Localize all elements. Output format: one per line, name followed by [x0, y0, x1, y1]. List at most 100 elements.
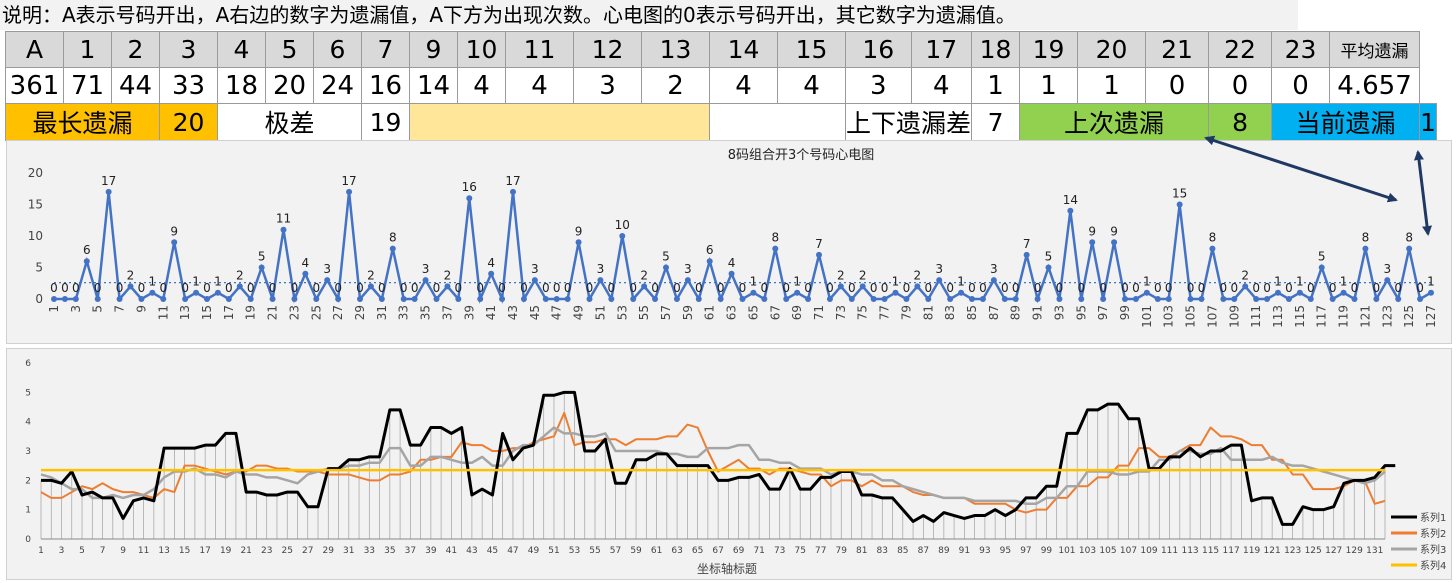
data-point [313, 296, 320, 302]
data-point [510, 188, 516, 195]
count-cell[interactable]: 18 [217, 67, 266, 104]
header-cell[interactable]: 12 [573, 31, 642, 68]
range-label[interactable]: 极差 [217, 103, 362, 141]
x-tick-label: 103 [1079, 546, 1096, 556]
data-point [630, 296, 637, 302]
data-point [1318, 264, 1325, 271]
data-label: 0 [181, 281, 189, 295]
y-tick-label: 0 [25, 535, 31, 545]
x-tick-label: 15 [200, 305, 214, 320]
count-cell[interactable]: 20 [265, 67, 314, 104]
diff-label[interactable]: 上下遗漏差 [844, 103, 973, 141]
diff-value[interactable]: 7 [971, 103, 1021, 141]
data-point [236, 283, 243, 290]
header-cell[interactable]: 平均遗漏 [1329, 31, 1421, 68]
data-point [1253, 296, 1260, 302]
header-cell[interactable]: 15 [777, 31, 846, 68]
data-point [739, 296, 746, 302]
header-cell[interactable]: 7 [361, 31, 410, 68]
header-cell[interactable]: 1 [63, 31, 112, 68]
data-label: 9 [1088, 224, 1096, 238]
header-cell[interactable]: 14 [709, 31, 778, 68]
data-label: 0 [72, 281, 80, 295]
data-point [1220, 296, 1227, 302]
count-cell[interactable]: 1 [1077, 67, 1147, 104]
header-cell[interactable]: 13 [641, 31, 710, 68]
count-cell[interactable]: 0 [1145, 67, 1210, 104]
header-cell[interactable]: A [5, 31, 64, 68]
data-label: 2 [127, 268, 135, 282]
count-cell[interactable]: 3 [845, 67, 912, 104]
header-cell[interactable]: 19 [1019, 31, 1079, 68]
count-cell[interactable]: 1 [971, 67, 1021, 104]
x-tick-label: 41 [446, 546, 457, 556]
x-tick-label: 75 [856, 305, 870, 320]
count-cell[interactable]: 71 [63, 67, 112, 104]
header-cell[interactable]: 17 [910, 31, 973, 68]
data-label: 0 [203, 281, 211, 295]
count-cell[interactable]: 361 [5, 67, 64, 104]
header-cell[interactable]: 3 [159, 31, 218, 68]
data-point [979, 296, 986, 302]
header-cell[interactable]: 23 [1271, 31, 1331, 68]
x-tick-label: 121 [1264, 546, 1281, 556]
header-cell[interactable]: 18 [971, 31, 1021, 68]
count-cell[interactable]: 0 [1271, 67, 1331, 104]
x-tick-label: 127 [1325, 546, 1342, 556]
x-tick-label: 9 [120, 546, 126, 556]
count-cell[interactable]: 2 [641, 67, 710, 104]
count-cell[interactable]: 24 [313, 67, 362, 104]
data-label: 0 [826, 281, 834, 295]
last-miss-value[interactable]: 8 [1208, 103, 1273, 141]
count-cell[interactable]: 0 [1208, 67, 1273, 104]
data-label: 0 [651, 281, 659, 295]
trend-chart-panel[interactable]: 0 1 2 3 4 5 6 1 3 5 7 9 11 13 15 17 19 21 23 25 27 29 31 33 35 37… [6, 348, 1452, 580]
range-value[interactable]: 19 [361, 103, 410, 141]
count-cell[interactable]: 4 [777, 67, 846, 104]
header-cell[interactable]: 11 [505, 31, 574, 68]
header-cell[interactable]: 21 [1145, 31, 1210, 68]
header-cell[interactable]: 20 [1077, 31, 1147, 68]
count-cell[interactable]: 4 [457, 67, 506, 104]
data-label: 1 [1427, 275, 1435, 289]
data-point [291, 296, 298, 302]
current-miss-label[interactable]: 当前遗漏 [1271, 103, 1421, 141]
max-miss-value[interactable]: 20 [159, 103, 218, 141]
count-cell[interactable]: 4.657 [1329, 67, 1421, 104]
count-cell[interactable]: 3 [573, 67, 642, 104]
header-cell[interactable]: 16 [845, 31, 912, 68]
data-label: 0 [476, 281, 484, 295]
header-cell[interactable]: 2 [111, 31, 160, 68]
last-miss-label[interactable]: 上次遗漏 [1019, 103, 1210, 141]
empty-cell[interactable] [709, 103, 846, 141]
header-cell[interactable]: 4 [217, 31, 266, 68]
data-point [346, 188, 353, 195]
data-label: 0 [1394, 281, 1402, 295]
count-cell[interactable]: 33 [159, 67, 218, 104]
highlight-cell[interactable] [409, 103, 710, 141]
data-label: 5 [662, 250, 670, 264]
y-tick-label: 5 [35, 261, 43, 275]
data-point [116, 296, 123, 302]
count-cell[interactable]: 4 [505, 67, 574, 104]
data-label: 0 [1198, 281, 1206, 295]
data-point [663, 264, 669, 271]
header-cell[interactable]: 10 [457, 31, 506, 68]
count-cell[interactable]: 1 [1019, 67, 1079, 104]
max-miss-label[interactable]: 最长遗漏 [5, 103, 160, 141]
count-cell[interactable]: 44 [111, 67, 160, 104]
header-cell[interactable]: 9 [409, 31, 458, 68]
data-point [72, 296, 79, 302]
ecg-chart-panel[interactable]: 8码组合开3个号码心电图 0 5 10 15 20 0 0 0 6 0 17 0 2 0 1 0 9 0 1 0 1 0 2 0… [6, 140, 1452, 344]
current-miss-value[interactable]: 1 [1419, 103, 1437, 141]
header-cell[interactable]: 6 [313, 31, 362, 68]
count-cell[interactable]: 4 [910, 67, 973, 104]
count-cell[interactable]: 16 [361, 67, 410, 104]
data-label: 16 [462, 180, 477, 194]
count-cell[interactable]: 4 [709, 67, 778, 104]
count-cell[interactable]: 14 [409, 67, 458, 104]
header-cell[interactable]: 22 [1208, 31, 1273, 68]
data-label: 1 [214, 275, 222, 289]
data-point [455, 296, 462, 302]
header-cell[interactable]: 5 [265, 31, 314, 68]
